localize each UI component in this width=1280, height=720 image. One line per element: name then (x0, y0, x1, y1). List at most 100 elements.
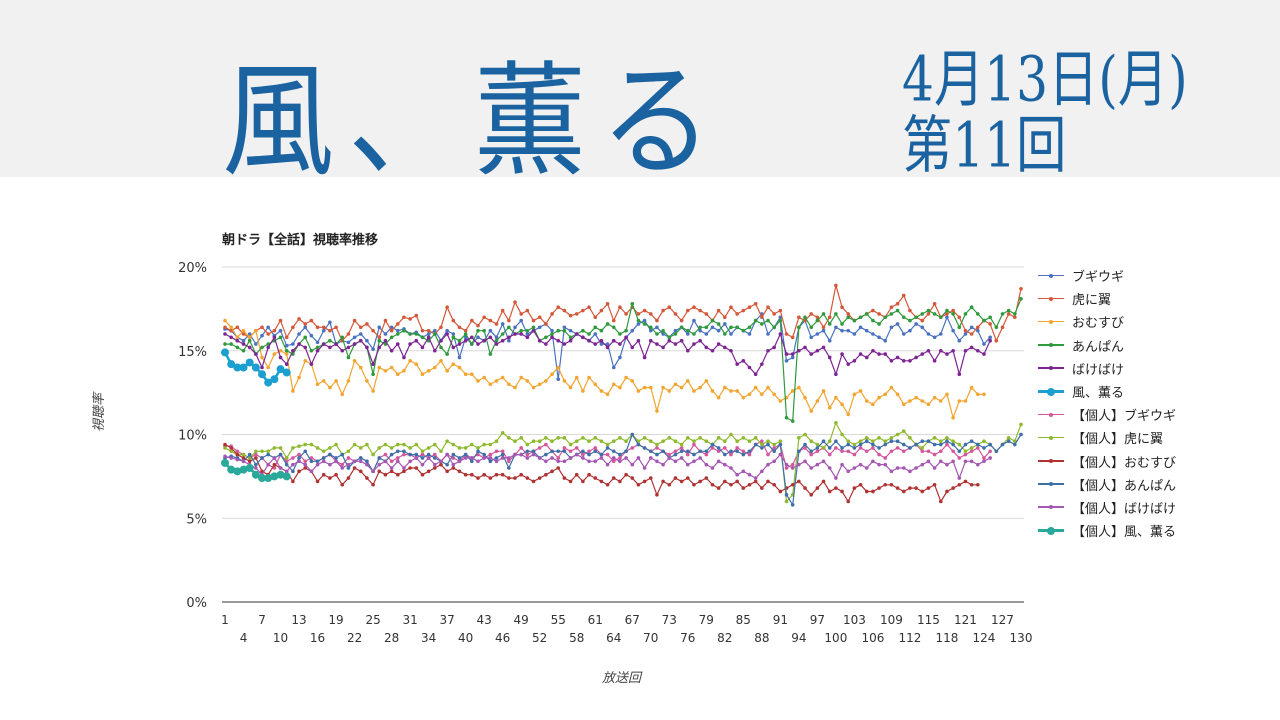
legend-item[interactable]: 【個人】おむすび (1038, 450, 1176, 473)
data-point (723, 462, 727, 467)
data-point (963, 479, 968, 484)
data-point (655, 409, 659, 413)
data-point (815, 442, 820, 447)
data-point (276, 470, 285, 479)
data-point (377, 446, 382, 450)
data-point (685, 449, 690, 454)
data-point (735, 389, 739, 393)
data-point (821, 389, 826, 393)
data-point (704, 379, 709, 383)
data-point (402, 452, 406, 457)
data-point (858, 315, 863, 320)
data-point (747, 449, 752, 454)
y-tick-label: 5% (186, 512, 207, 527)
data-point (525, 335, 530, 340)
data-point (321, 379, 326, 383)
data-point (408, 466, 412, 470)
data-point (821, 459, 826, 464)
legend-item[interactable]: 【個人】風、薫る (1038, 519, 1176, 542)
legend-item[interactable]: 虎に翼 (1038, 287, 1176, 310)
data-point (266, 345, 270, 350)
data-point (270, 472, 279, 481)
data-point (772, 312, 776, 316)
x-tick-label: 121 (954, 613, 977, 627)
data-point (883, 392, 888, 397)
data-point (821, 446, 826, 450)
data-point (871, 332, 875, 336)
y-tick-label: 20% (178, 261, 207, 276)
data-point (673, 452, 678, 457)
series-line (224, 285, 1022, 343)
data-point (772, 449, 776, 454)
data-point (673, 328, 678, 333)
data-point (642, 318, 647, 323)
data-point (790, 482, 795, 487)
data-point (235, 452, 240, 457)
data-point (895, 355, 900, 360)
data-point (315, 382, 320, 387)
x-tick-label: 16 (310, 631, 325, 645)
data-point (303, 335, 308, 340)
data-point (741, 469, 746, 474)
data-point (951, 486, 955, 490)
data-point (642, 446, 647, 450)
legend-item[interactable]: ばけばけ (1038, 357, 1176, 380)
data-point (340, 335, 345, 340)
data-point (883, 352, 888, 356)
data-point (291, 348, 295, 353)
data-point (642, 322, 647, 326)
data-point (883, 338, 888, 343)
legend-marker-icon (1038, 363, 1064, 373)
data-point (383, 442, 388, 447)
data-point (223, 318, 227, 323)
data-point (581, 456, 585, 460)
data-point (827, 322, 832, 326)
data-point (568, 456, 573, 460)
data-point (901, 315, 906, 320)
data-point (784, 332, 789, 336)
data-point (544, 472, 548, 477)
data-point (235, 335, 240, 340)
legend-item[interactable]: あんぱん (1038, 334, 1176, 357)
legend-item[interactable]: 【個人】あんぱん (1038, 473, 1176, 496)
data-point (500, 456, 505, 460)
data-point (611, 338, 616, 343)
data-point (951, 312, 955, 316)
data-point (982, 342, 986, 346)
legend-item[interactable]: 【個人】ばけばけ (1038, 496, 1176, 519)
data-point (932, 442, 937, 447)
data-point (685, 436, 690, 440)
data-point (260, 449, 264, 454)
data-point (272, 456, 277, 460)
data-point (227, 360, 236, 369)
data-point (611, 382, 616, 387)
legend-marker-icon (1038, 410, 1064, 420)
legend-item[interactable]: 風、薫る (1038, 380, 1176, 403)
data-point (1006, 312, 1011, 316)
data-point (389, 446, 394, 450)
data-point (476, 459, 480, 464)
data-point (969, 305, 974, 310)
data-point (599, 389, 604, 393)
data-point (648, 328, 653, 333)
data-point (488, 459, 493, 464)
data-point (420, 345, 425, 350)
data-point (550, 312, 554, 316)
data-point (315, 459, 320, 464)
legend-item[interactable]: おむすび (1038, 310, 1176, 333)
legend-item[interactable]: ブギウギ (1038, 264, 1176, 287)
legend-item[interactable]: 【個人】虎に翼 (1038, 426, 1176, 449)
data-point (494, 342, 499, 346)
data-point (402, 369, 406, 373)
data-point (593, 446, 598, 450)
data-point (889, 449, 894, 454)
data-point (303, 442, 308, 447)
data-point (618, 479, 622, 484)
data-point (920, 446, 925, 450)
data-point (593, 332, 598, 336)
data-point (704, 325, 709, 330)
legend-item[interactable]: 【個人】ブギウギ (1038, 403, 1176, 426)
data-point (247, 459, 252, 464)
data-point (519, 328, 523, 333)
data-point (408, 332, 412, 336)
